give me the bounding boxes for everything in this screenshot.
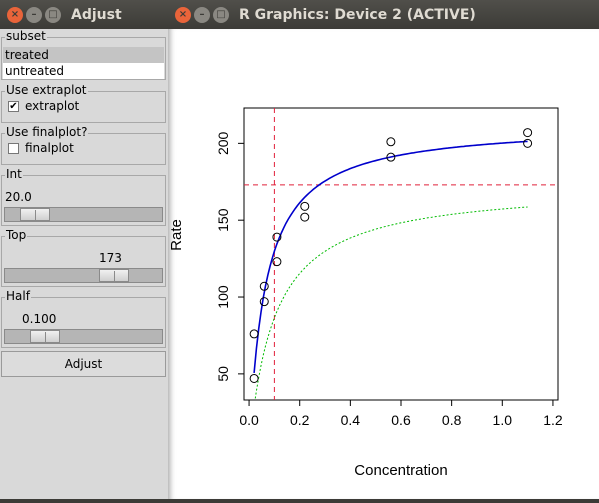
close-icon[interactable]: × xyxy=(7,6,23,23)
y-tick-label: 150 xyxy=(215,208,231,232)
int-group: Int 20.0 xyxy=(1,167,166,226)
data-point xyxy=(523,128,533,138)
data-point xyxy=(259,297,269,307)
data-point xyxy=(249,329,259,339)
minimize-icon[interactable]: – xyxy=(194,6,210,23)
top-slider-thumb[interactable] xyxy=(99,269,129,282)
y-tick-label: 100 xyxy=(215,285,231,309)
close-icon[interactable]: × xyxy=(175,6,191,23)
x-tick-label: 1.2 xyxy=(543,412,563,428)
finalplot-checkbox[interactable] xyxy=(8,142,19,154)
data-point xyxy=(249,373,259,383)
fitted-curve xyxy=(253,140,528,373)
finalplot-group: Use finalplot? finalplot xyxy=(1,125,166,165)
subset-label: subset xyxy=(5,29,47,43)
y-axis-label: Rate xyxy=(168,219,185,251)
extra-curve xyxy=(254,206,528,400)
int-value: 20.0 xyxy=(5,190,32,204)
extraplot-group-label: Use extraplot xyxy=(5,83,88,97)
half-value: 0.100 xyxy=(22,312,57,326)
int-slider[interactable] xyxy=(4,207,163,222)
top-value: 173 xyxy=(99,251,122,265)
top-label: Top xyxy=(5,228,28,242)
extraplot-checkbox-row[interactable]: ✔ extraplot xyxy=(8,99,79,113)
subset-item-treated[interactable]: treated xyxy=(3,47,164,63)
adjust-window-title: Adjust xyxy=(71,6,122,23)
finalplot-group-label: Use finalplot? xyxy=(5,125,89,139)
data-point xyxy=(272,257,282,267)
x-tick-label: 1.0 xyxy=(493,412,513,428)
data-point xyxy=(272,232,282,242)
subset-item-untreated[interactable]: untreated xyxy=(5,64,65,78)
finalplot-checkbox-row[interactable]: finalplot xyxy=(8,141,74,155)
data-point xyxy=(300,212,310,222)
top-group: Top 173 xyxy=(1,228,166,287)
maximize-icon[interactable]: □ xyxy=(213,6,229,23)
graphics-window-titlebar: × – □ R Graphics: Device 2 (ACTIVE) xyxy=(168,0,599,29)
y-tick-label: 200 xyxy=(215,131,231,155)
int-slider-thumb[interactable] xyxy=(20,208,50,221)
adjust-button[interactable]: Adjust xyxy=(1,351,166,377)
x-tick-label: 0.6 xyxy=(391,412,411,428)
graphics-window-title: R Graphics: Device 2 (ACTIVE) xyxy=(239,6,476,23)
x-tick-label: 0.2 xyxy=(290,412,310,428)
rate-concentration-plot: 0.0 0.2 0.4 0.6 0.8 1.0 1.2 50 100 150 200 Concentr… xyxy=(168,107,563,479)
extraplot-group: Use extraplot ✔ extraplot xyxy=(1,83,166,123)
x-axis-label: Concentration xyxy=(354,462,447,479)
adjust-panel: subset treated untreated Use extraplot ✔… xyxy=(0,29,168,499)
graphics-device: 0.0 0.2 0.4 0.6 0.8 1.0 1.2 50 100 150 200 Concentr… xyxy=(168,29,599,499)
half-label: Half xyxy=(5,289,31,303)
half-slider-thumb[interactable] xyxy=(30,330,60,343)
x-tick-label: 0.8 xyxy=(442,412,462,428)
data-point xyxy=(386,152,396,162)
adjust-window-titlebar: × – □ Adjust xyxy=(0,0,168,29)
plot-frame xyxy=(243,107,559,401)
data-point xyxy=(386,137,396,147)
extraplot-checkbox[interactable]: ✔ xyxy=(8,100,19,112)
y-tick-label: 50 xyxy=(215,366,231,382)
x-tick-label: 0.4 xyxy=(341,412,361,428)
data-point xyxy=(259,281,269,291)
half-group: Half 0.100 xyxy=(1,289,166,348)
extraplot-checkbox-label: extraplot xyxy=(25,99,80,113)
data-point xyxy=(523,138,533,148)
x-tick-label: 0.0 xyxy=(239,412,259,428)
finalplot-checkbox-label: finalplot xyxy=(25,141,74,155)
int-label: Int xyxy=(5,167,23,181)
minimize-icon[interactable]: – xyxy=(26,6,42,23)
maximize-icon[interactable]: □ xyxy=(45,6,61,23)
subset-group: subset treated untreated xyxy=(1,29,166,80)
data-point xyxy=(300,201,310,211)
top-slider[interactable] xyxy=(4,268,163,283)
half-slider[interactable] xyxy=(4,329,163,344)
